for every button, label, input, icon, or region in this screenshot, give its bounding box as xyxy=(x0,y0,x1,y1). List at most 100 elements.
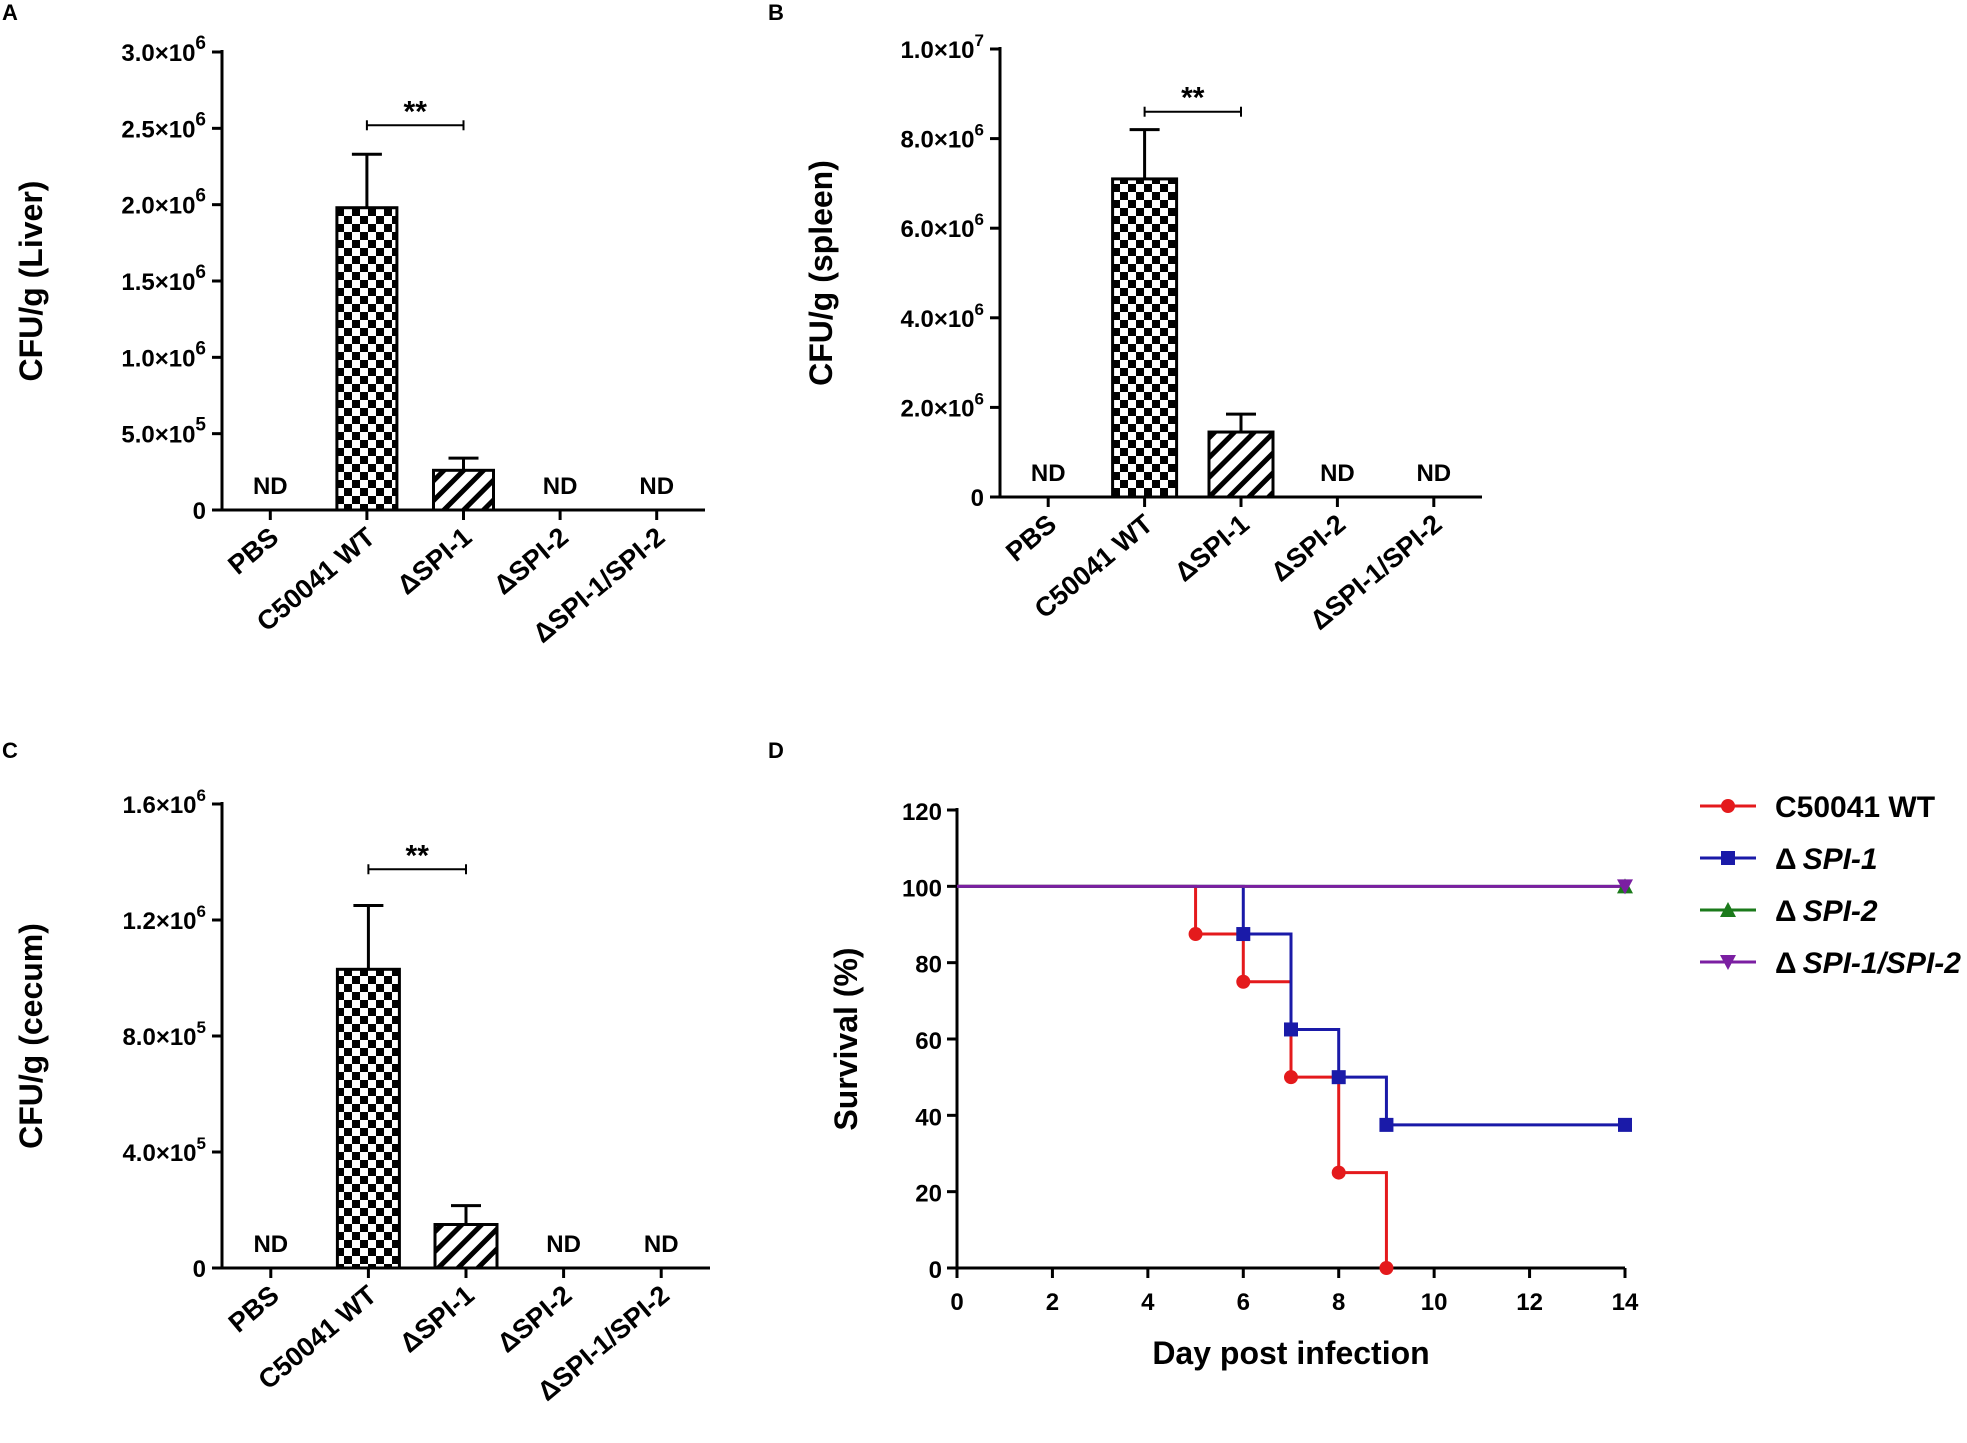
y-tick-label-exponent: 6 xyxy=(197,902,206,921)
y-tick-label-exponent: 6 xyxy=(195,262,206,283)
y-tick-label-exponent: 6 xyxy=(975,389,984,408)
x-tick-label: 6 xyxy=(1237,1289,1250,1316)
category-label: ΔSPI-1 xyxy=(1169,509,1255,588)
panel-letter-d: D xyxy=(768,738,784,763)
y-tick-label: 2.5×106 xyxy=(121,109,206,143)
x-tick-label: 10 xyxy=(1421,1289,1448,1316)
x-axis-label: Day post infection xyxy=(1152,1335,1429,1371)
y-tick-label: 0 xyxy=(193,1256,206,1283)
legend-marker xyxy=(1720,902,1736,917)
legend-label-prefix: Δ xyxy=(1775,895,1797,928)
y-tick-label: 1.2×106 xyxy=(122,902,206,935)
data-point xyxy=(1331,1165,1346,1180)
x-tick-label: 8 xyxy=(1332,1289,1345,1316)
bar xyxy=(335,206,399,512)
y-tick-label: 2.0×106 xyxy=(900,389,984,422)
y-axis-label: CFU/g (spleen) xyxy=(803,160,839,386)
bar-chart-liver: 05.0×1051.0×1061.5×1062.0×1062.5×1063.0×… xyxy=(13,33,705,649)
series-line xyxy=(957,884,1625,1127)
x-tick-label: 4 xyxy=(1141,1289,1155,1316)
y-tick-label: 4.0×105 xyxy=(122,1134,206,1167)
category-label: ΔSPI-1 xyxy=(391,522,477,601)
data-point xyxy=(1284,1022,1298,1037)
y-tick-label-exponent: 7 xyxy=(975,31,984,50)
legend-label: Δ SPI-1/SPI-2 xyxy=(1775,947,1961,980)
category-label: ΔSPI-2 xyxy=(488,522,574,601)
y-tick-label: 6.0×106 xyxy=(900,210,984,243)
nd-label: ND xyxy=(253,473,288,500)
panel-letter-b: B xyxy=(768,0,784,25)
bar xyxy=(1111,177,1179,499)
legend-marker xyxy=(1720,955,1736,970)
data-point xyxy=(1379,1261,1394,1275)
nd-label: ND xyxy=(543,473,578,500)
y-tick-label-mantissa: 1.5×10 xyxy=(121,269,195,296)
significance-label: ** xyxy=(406,839,430,872)
data-point xyxy=(1617,879,1633,895)
y-tick-label-exponent: 6 xyxy=(197,786,206,805)
y-tick-label: 1.0×106 xyxy=(121,338,206,372)
x-tick-label: 14 xyxy=(1612,1289,1639,1316)
category-label: ΔSPI-1 xyxy=(394,1280,480,1359)
y-tick-label-mantissa: 0 xyxy=(193,1256,206,1283)
y-axis-label: CFU/g (cecum) xyxy=(13,923,49,1149)
y-tick-label-mantissa: 1.0×10 xyxy=(900,37,974,64)
bar-chart-cecum: 04.0×1058.0×1051.2×1061.6×106NDPBSC50041… xyxy=(13,786,710,1407)
y-tick-label: 1.0×107 xyxy=(900,31,984,64)
y-tick-label-exponent: 5 xyxy=(195,415,206,436)
legend-label-prefix: Δ xyxy=(1775,947,1797,980)
legend-label: Δ SPI-2 xyxy=(1775,895,1878,928)
y-tick-label-exponent: 5 xyxy=(197,1018,206,1037)
data-point xyxy=(1236,974,1251,989)
y-tick-label-exponent: 6 xyxy=(195,338,206,359)
y-tick-label-mantissa: 6.0×10 xyxy=(900,216,974,243)
legend-label: C50041 WT xyxy=(1775,791,1935,824)
y-tick-label-mantissa: 8.0×10 xyxy=(900,127,974,154)
category-label: ΔSPI-2 xyxy=(492,1280,578,1359)
y-axis-label: Survival (%) xyxy=(828,947,864,1130)
y-tick-label: 3.0×106 xyxy=(121,33,206,67)
category-label: PBS xyxy=(1000,509,1062,568)
y-tick-label-mantissa: 2.0×10 xyxy=(121,193,195,220)
nd-label: ND xyxy=(1031,460,1066,487)
x-tick-label: 12 xyxy=(1516,1289,1543,1316)
y-tick-label: 0 xyxy=(193,498,206,525)
data-point xyxy=(1284,1070,1298,1085)
y-tick-label: 20 xyxy=(915,1181,942,1208)
y-tick-label: 8.0×105 xyxy=(122,1018,206,1051)
y-tick-label: 1.6×106 xyxy=(122,786,206,819)
y-tick-label-mantissa: 4.0×10 xyxy=(900,306,974,333)
y-tick-label-mantissa: 0 xyxy=(193,498,206,525)
legend-label-name: SPI-1 xyxy=(1803,843,1878,876)
bar xyxy=(432,468,495,512)
series-line xyxy=(957,884,1388,1268)
y-tick-label: 80 xyxy=(915,952,942,979)
y-tick-label: 100 xyxy=(902,875,942,902)
y-tick-label: 0 xyxy=(929,1257,942,1284)
y-tick-label-mantissa: 2.0×10 xyxy=(900,395,974,422)
y-tick-label-mantissa: 1.0×10 xyxy=(121,345,195,372)
nd-label: ND xyxy=(639,473,674,500)
y-tick-label-mantissa: 3.0×10 xyxy=(121,40,195,67)
nd-label: ND xyxy=(1416,460,1451,487)
y-tick-label-exponent: 6 xyxy=(975,300,984,319)
y-tick-label: 8.0×106 xyxy=(900,121,984,154)
bar xyxy=(1207,430,1275,499)
nd-label: ND xyxy=(1320,460,1355,487)
panel-letter-c: C xyxy=(2,738,18,763)
significance-label: ** xyxy=(1181,82,1205,115)
category-label: PBS xyxy=(223,1280,285,1339)
x-tick-label: 0 xyxy=(950,1289,963,1316)
nd-label: ND xyxy=(644,1231,679,1258)
y-tick-label-mantissa: 1.6×10 xyxy=(122,792,196,819)
legend-marker xyxy=(1721,799,1735,813)
legend-label-prefix: Δ xyxy=(1775,843,1797,876)
legend-label-name: SPI-1/SPI-2 xyxy=(1803,947,1962,980)
y-tick-label-mantissa: 1.2×10 xyxy=(122,908,196,935)
y-tick-label: 1.5×106 xyxy=(121,262,206,296)
nd-label: ND xyxy=(546,1231,581,1258)
data-point xyxy=(1379,1117,1394,1132)
nd-label: ND xyxy=(253,1231,288,1258)
y-tick-label-exponent: 5 xyxy=(197,1134,206,1153)
